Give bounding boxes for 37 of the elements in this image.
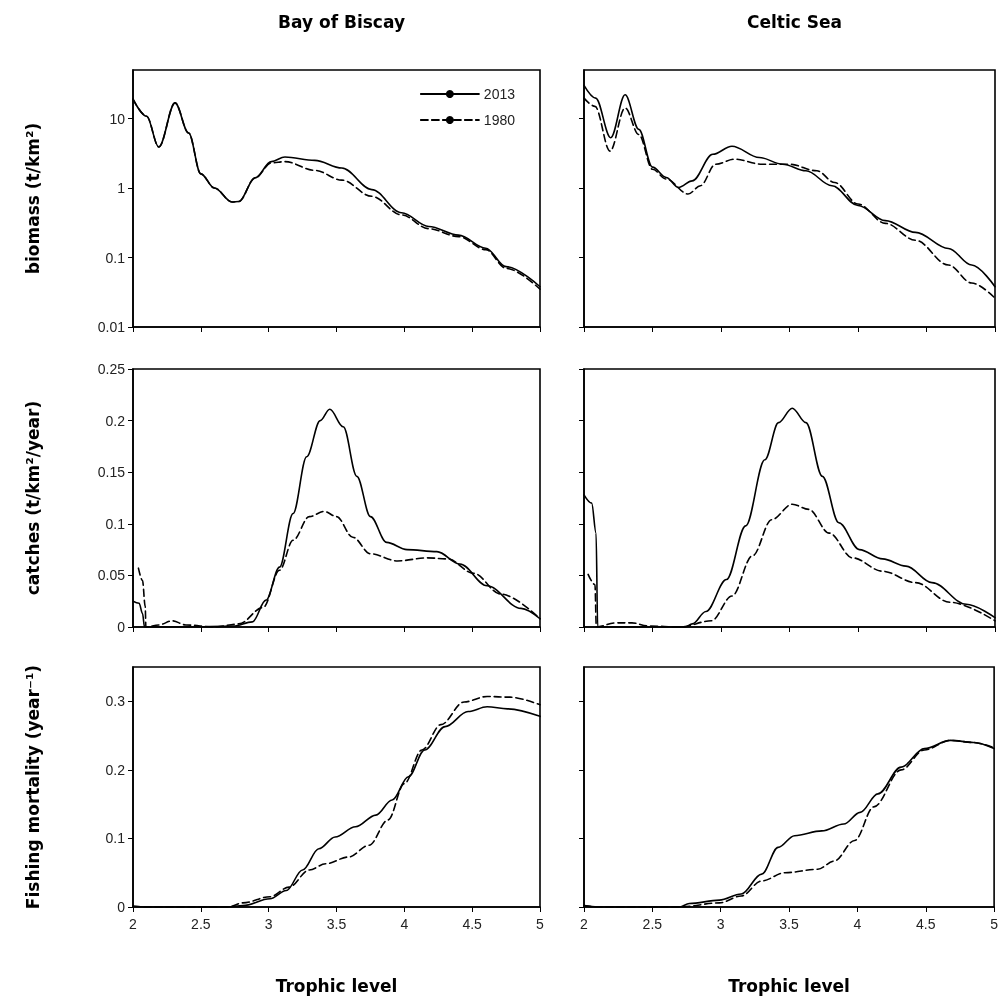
x-tick-label: 5	[536, 916, 545, 932]
x-tick-label: 3.5	[326, 916, 347, 932]
y-tick-label: 0.3	[105, 693, 126, 710]
x-tick-label: 4.5	[462, 916, 483, 932]
y-tick-label: 0.05	[97, 567, 126, 584]
x-tick-label: 2	[580, 916, 589, 932]
x-tick-label: 3	[264, 916, 273, 932]
x-tick-label: 3.5	[779, 916, 799, 932]
y-axis-title: Fishing mortality (year⁻¹)	[22, 664, 43, 910]
chart-title: Celtic Sea	[746, 11, 843, 32]
y-tick-label: 0.1	[105, 515, 126, 532]
x-tick-label: 4	[853, 916, 862, 932]
y-tick-label: 0.2	[105, 761, 126, 778]
y-tick-label: 10	[109, 110, 126, 127]
x-tick-label: 2.5	[191, 916, 211, 932]
y-axis-title: biomass (t/km²)	[22, 122, 43, 275]
y-tick-label: 0	[117, 619, 126, 635]
y-tick-label: 0.15	[97, 464, 126, 481]
y-tick-label: 1	[117, 180, 126, 197]
chart-title: Bay of Biscay	[278, 11, 405, 32]
x-axis-title: Trophic level	[728, 975, 850, 996]
x-tick-label: 4.5	[916, 916, 936, 932]
y-tick-label: 0.2	[105, 412, 126, 429]
x-tick-label: 2	[129, 916, 138, 932]
y-axis-title: catches (t/km²/year)	[22, 400, 43, 596]
x-tick-label: 2.5	[642, 916, 663, 932]
x-axis-title: Trophic level	[275, 975, 398, 996]
y-tick-label: 0.01	[97, 319, 126, 335]
y-tick-label: 0.25	[97, 361, 126, 377]
legend-label: 1980	[483, 112, 516, 128]
x-tick-label: 3	[716, 916, 725, 932]
y-tick-label: 0	[117, 899, 126, 915]
y-tick-label: 0.1	[105, 249, 126, 266]
x-tick-label: 4	[400, 916, 409, 932]
x-tick-label: 5	[990, 916, 999, 932]
y-tick-label: 0.1	[105, 830, 126, 847]
legend-label: 2013	[483, 86, 516, 102]
